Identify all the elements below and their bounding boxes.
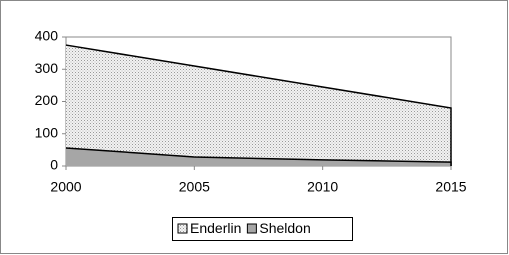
y-tick-label: 400 bbox=[35, 28, 59, 44]
legend-swatch bbox=[177, 223, 188, 234]
legend-swatch bbox=[246, 223, 257, 234]
y-tick-label: 0 bbox=[50, 157, 58, 173]
legend-label: Enderlin bbox=[190, 220, 241, 236]
y-tick-label: 300 bbox=[35, 60, 59, 76]
area bbox=[66, 45, 451, 166]
area-outline bbox=[65, 147, 452, 166]
x-tick-label: 2005 bbox=[179, 179, 210, 195]
legend-frame bbox=[172, 217, 353, 241]
area-outline bbox=[65, 44, 452, 166]
x-tick-label: 2015 bbox=[435, 179, 466, 195]
y-tick-label: 200 bbox=[35, 92, 59, 108]
x-tick-label: 2010 bbox=[307, 179, 338, 195]
area bbox=[66, 147, 451, 166]
x-tick-label: 2000 bbox=[50, 179, 81, 195]
y-tick-label: 100 bbox=[35, 124, 59, 140]
legend: Enderlin Sheldon bbox=[172, 217, 353, 241]
legend-label: Sheldon bbox=[259, 220, 310, 236]
